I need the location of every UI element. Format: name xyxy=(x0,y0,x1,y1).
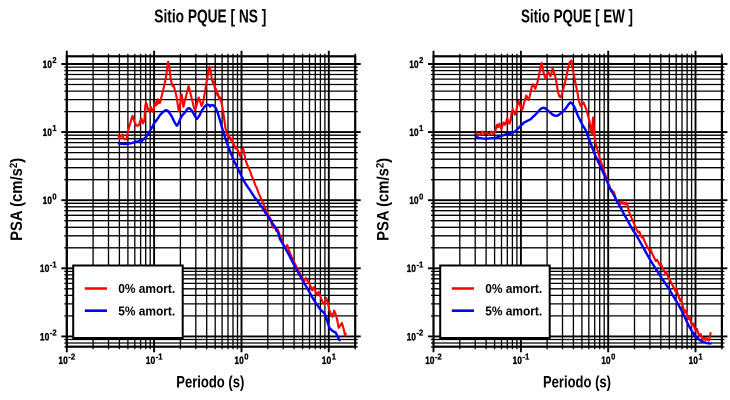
svg-text:10: 10 xyxy=(409,127,418,139)
svg-text:10: 10 xyxy=(43,127,52,139)
svg-text:-2: -2 xyxy=(50,329,57,338)
svg-text:0: 0 xyxy=(52,192,57,201)
svg-text:0% amort.: 0% amort. xyxy=(485,281,542,296)
svg-text:PSA (cm/s2): PSA (cm/s2) xyxy=(374,158,393,241)
svg-text:10: 10 xyxy=(40,331,49,343)
svg-text:10: 10 xyxy=(409,59,418,71)
svg-text:PSA (cm/s2): PSA (cm/s2) xyxy=(7,158,26,241)
svg-text:10: 10 xyxy=(407,263,416,275)
svg-text:Periodo (s): Periodo (s) xyxy=(176,373,244,392)
svg-text:-1: -1 xyxy=(50,260,57,269)
svg-text:-1: -1 xyxy=(156,352,163,361)
svg-text:10: 10 xyxy=(43,195,52,207)
svg-text:10: 10 xyxy=(40,263,49,275)
svg-text:10: 10 xyxy=(689,355,698,367)
svg-text:10: 10 xyxy=(146,355,155,367)
svg-text:10: 10 xyxy=(407,331,416,343)
svg-text:2: 2 xyxy=(419,56,424,65)
svg-text:Sitio PQUE [ EW ]: Sitio PQUE [ EW ] xyxy=(521,6,633,26)
svg-text:0% amort.: 0% amort. xyxy=(118,281,175,296)
svg-text:-1: -1 xyxy=(417,260,424,269)
svg-text:-2: -2 xyxy=(435,352,442,361)
svg-text:10: 10 xyxy=(409,195,418,207)
svg-text:10: 10 xyxy=(43,59,52,71)
svg-text:5% amort.: 5% amort. xyxy=(118,303,175,318)
svg-text:0: 0 xyxy=(244,352,249,361)
svg-text:5% amort.: 5% amort. xyxy=(485,303,542,318)
svg-text:10: 10 xyxy=(601,355,610,367)
svg-text:10: 10 xyxy=(425,355,434,367)
svg-text:0: 0 xyxy=(611,352,616,361)
svg-text:Periodo (s): Periodo (s) xyxy=(543,373,611,392)
svg-text:0: 0 xyxy=(419,192,424,201)
svg-text:-2: -2 xyxy=(417,329,424,338)
svg-text:-1: -1 xyxy=(522,352,529,361)
svg-text:2: 2 xyxy=(52,56,57,65)
svg-text:1: 1 xyxy=(419,124,424,133)
svg-text:1: 1 xyxy=(698,352,703,361)
svg-text:10: 10 xyxy=(513,355,522,367)
svg-text:10: 10 xyxy=(322,355,331,367)
svg-text:-2: -2 xyxy=(68,352,75,361)
svg-text:10: 10 xyxy=(58,355,67,367)
svg-text:10: 10 xyxy=(234,355,243,367)
svg-text:1: 1 xyxy=(52,124,57,133)
svg-text:Sitio PQUE [ NS ]: Sitio PQUE [ NS ] xyxy=(154,6,266,26)
svg-text:1: 1 xyxy=(332,352,337,361)
